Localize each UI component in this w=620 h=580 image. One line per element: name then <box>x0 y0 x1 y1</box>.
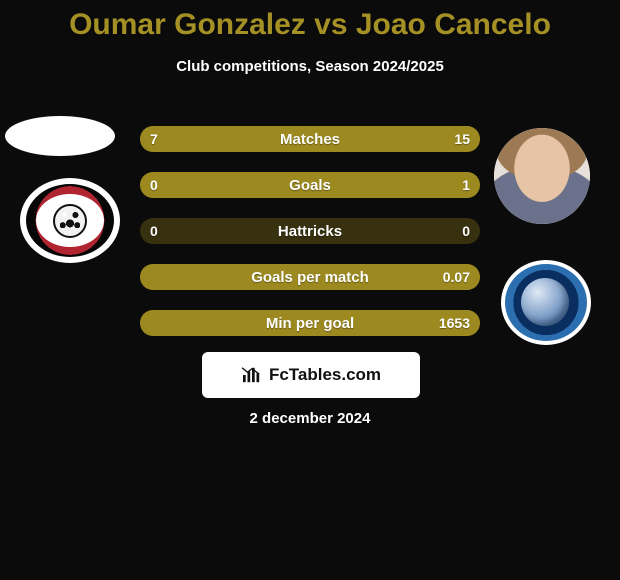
bar-value-right: 15 <box>444 126 480 152</box>
bar-value-right: 0 <box>452 218 480 244</box>
bar-value-right: 1653 <box>429 310 480 336</box>
player-right-club-badge <box>501 260 591 345</box>
comparison-infographic: Oumar Gonzalez vs Joao Cancelo Club comp… <box>0 0 620 580</box>
bar-value-right: 0.07 <box>433 264 480 290</box>
bar-value-right: 1 <box>452 172 480 198</box>
bar-matches: 7 Matches 15 <box>140 126 480 152</box>
bar-label: Goals per match <box>140 264 480 290</box>
player-face-icon <box>494 128 590 224</box>
player-left-club-badge <box>20 178 120 263</box>
stats-bars: 7 Matches 15 0 Goals 1 0 Hattricks 0 Goa… <box>140 126 480 356</box>
date-text: 2 december 2024 <box>0 410 620 427</box>
bar-goals-per-match: Goals per match 0.07 <box>140 264 480 290</box>
soccer-ball-icon <box>36 194 104 247</box>
bar-min-per-goal: Min per goal 1653 <box>140 310 480 336</box>
bar-chart-icon <box>241 366 263 384</box>
globe-ball-icon <box>521 278 569 326</box>
player-left-avatar <box>5 116 115 156</box>
bar-label: Hattricks <box>140 218 480 244</box>
bar-goals: 0 Goals 1 <box>140 172 480 198</box>
bar-label: Matches <box>140 126 480 152</box>
bar-label: Goals <box>140 172 480 198</box>
player-right-avatar <box>494 128 590 224</box>
branding-text: FcTables.com <box>269 365 381 385</box>
subtitle: Club competitions, Season 2024/2025 <box>0 58 620 75</box>
page-title: Oumar Gonzalez vs Joao Cancelo <box>0 0 620 42</box>
branding-badge: FcTables.com <box>202 352 420 398</box>
bar-hattricks: 0 Hattricks 0 <box>140 218 480 244</box>
